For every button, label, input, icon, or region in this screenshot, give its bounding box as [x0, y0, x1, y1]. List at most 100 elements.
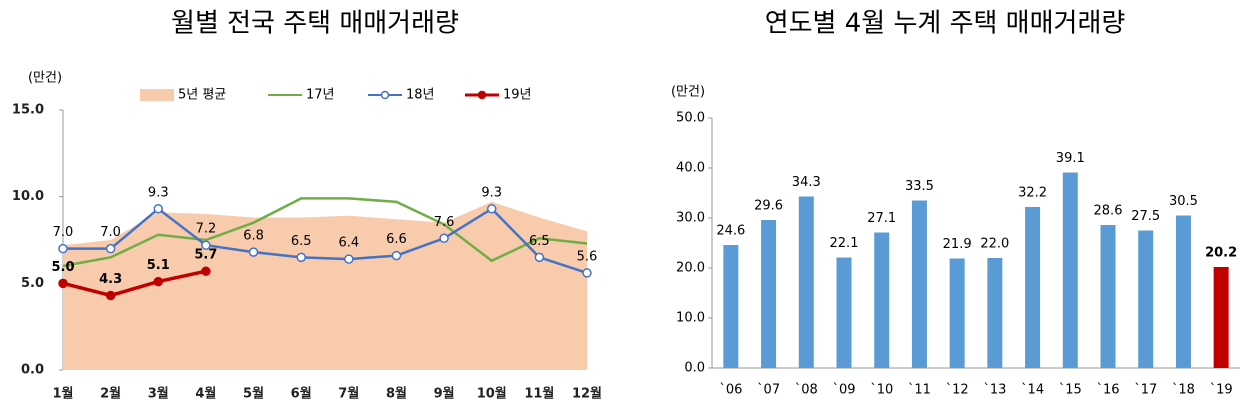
point — [153, 276, 164, 287]
line — [63, 207, 588, 275]
bar — [1025, 207, 1041, 368]
point — [105, 243, 116, 254]
y-tick-label: 10.0 — [12, 189, 44, 204]
x-tick-label: 9월 — [434, 386, 455, 402]
y-tick-label: 20.0 — [676, 261, 705, 276]
x-tick-label: `19 — [1210, 383, 1233, 398]
point — [58, 278, 68, 289]
point — [534, 252, 545, 263]
x-tick-label: 5월 — [243, 386, 264, 402]
data-label: 24.6 — [716, 224, 745, 239]
point — [439, 233, 449, 244]
y-tick-label: 0.0 — [684, 361, 705, 376]
legend-label: 18년 — [406, 88, 435, 103]
y-tick-label: 30.0 — [676, 211, 705, 226]
y-tick-label: 0.0 — [21, 363, 44, 378]
y-tick-label: 15.0 — [12, 103, 44, 118]
data-label: 27.5 — [1131, 209, 1160, 224]
data-label: 29.6 — [754, 199, 783, 214]
data-label: 6.4 — [338, 236, 359, 251]
data-label: 5.0 — [51, 260, 74, 275]
data-label: 9.3 — [481, 185, 502, 200]
area — [63, 201, 587, 370]
data-label: 6.5 — [529, 234, 550, 249]
bar — [987, 258, 1003, 368]
y-unit: (만건) — [671, 85, 705, 100]
point — [296, 252, 306, 263]
data-label: 20.2 — [1205, 246, 1237, 261]
y-unit: (만건) — [28, 71, 62, 86]
y-tick-label: 10.0 — [676, 311, 705, 326]
line — [62, 197, 588, 268]
data-label: 5.1 — [147, 258, 170, 273]
data-label: 5.7 — [194, 248, 217, 263]
x-tick-label: `06 — [719, 383, 742, 398]
line — [62, 269, 207, 298]
x-tick-label: `15 — [1059, 383, 1082, 398]
x-tick-label: `12 — [946, 383, 969, 398]
x-tick-label: 11월 — [524, 386, 554, 402]
bar — [1100, 225, 1116, 368]
point — [486, 204, 497, 214]
legend-marker — [477, 90, 487, 100]
x-tick-label: 7월 — [338, 386, 359, 402]
data-label: 34.3 — [792, 175, 821, 190]
data-label: 5.6 — [577, 249, 598, 264]
bar — [1062, 172, 1078, 368]
x-tick-label: 6월 — [291, 386, 312, 402]
bar — [1175, 215, 1191, 368]
point — [105, 290, 116, 301]
y-tick-label: 5.0 — [21, 276, 44, 291]
bar — [798, 196, 814, 368]
bar — [1138, 230, 1154, 368]
legend-label: 5년 평균 — [178, 88, 226, 103]
data-label: 39.1 — [1056, 151, 1085, 166]
data-label: 7.0 — [53, 225, 74, 240]
bar — [723, 245, 739, 368]
data-label: 7.0 — [100, 225, 121, 240]
point — [344, 254, 354, 264]
x-tick-label: 8월 — [386, 386, 407, 402]
x-tick-label: `07 — [757, 383, 780, 398]
data-label: 21.9 — [943, 237, 972, 252]
bar — [761, 220, 777, 368]
x-tick-label: 12월 — [572, 386, 602, 402]
x-tick-label: 1월 — [52, 386, 73, 402]
legend-label: 19년 — [503, 88, 532, 103]
data-label: 30.5 — [1169, 194, 1198, 209]
x-tick-label: 4월 — [195, 386, 216, 402]
data-label: 6.6 — [386, 232, 407, 247]
x-tick-label: `08 — [795, 383, 818, 398]
x-tick-label: `10 — [870, 383, 893, 398]
legend-swatch — [140, 89, 174, 101]
chart-title: 연도별 4월 누계 주택 매매거래량 — [765, 9, 1126, 39]
x-tick-label: `13 — [983, 383, 1006, 398]
x-tick-label: `09 — [832, 383, 855, 398]
chart-title: 월별 전국 주택 매매거래량 — [171, 9, 459, 39]
bar — [874, 232, 890, 368]
x-tick-label: 3월 — [148, 386, 169, 402]
data-label: 22.0 — [980, 237, 1009, 252]
point — [201, 240, 211, 250]
point — [582, 268, 592, 278]
bar — [949, 258, 965, 368]
bar — [1213, 267, 1229, 368]
data-label: 6.8 — [243, 229, 264, 244]
bar — [836, 257, 852, 368]
x-tick-label: 10월 — [477, 386, 507, 402]
point — [58, 243, 68, 254]
legend-label: 17년 — [306, 88, 335, 103]
bar — [911, 200, 927, 368]
data-label: 28.6 — [1094, 204, 1123, 219]
x-tick-label: `14 — [1021, 383, 1044, 398]
x-tick-label: `16 — [1096, 383, 1119, 398]
data-label: 27.1 — [867, 211, 896, 226]
x-tick-label: `11 — [908, 383, 931, 398]
data-label: 4.3 — [99, 272, 122, 287]
data-label: 32.2 — [1018, 186, 1047, 201]
data-label: 7.6 — [434, 215, 455, 230]
point — [201, 266, 211, 276]
x-tick-label: `18 — [1172, 383, 1195, 398]
data-label: 7.2 — [196, 222, 217, 237]
